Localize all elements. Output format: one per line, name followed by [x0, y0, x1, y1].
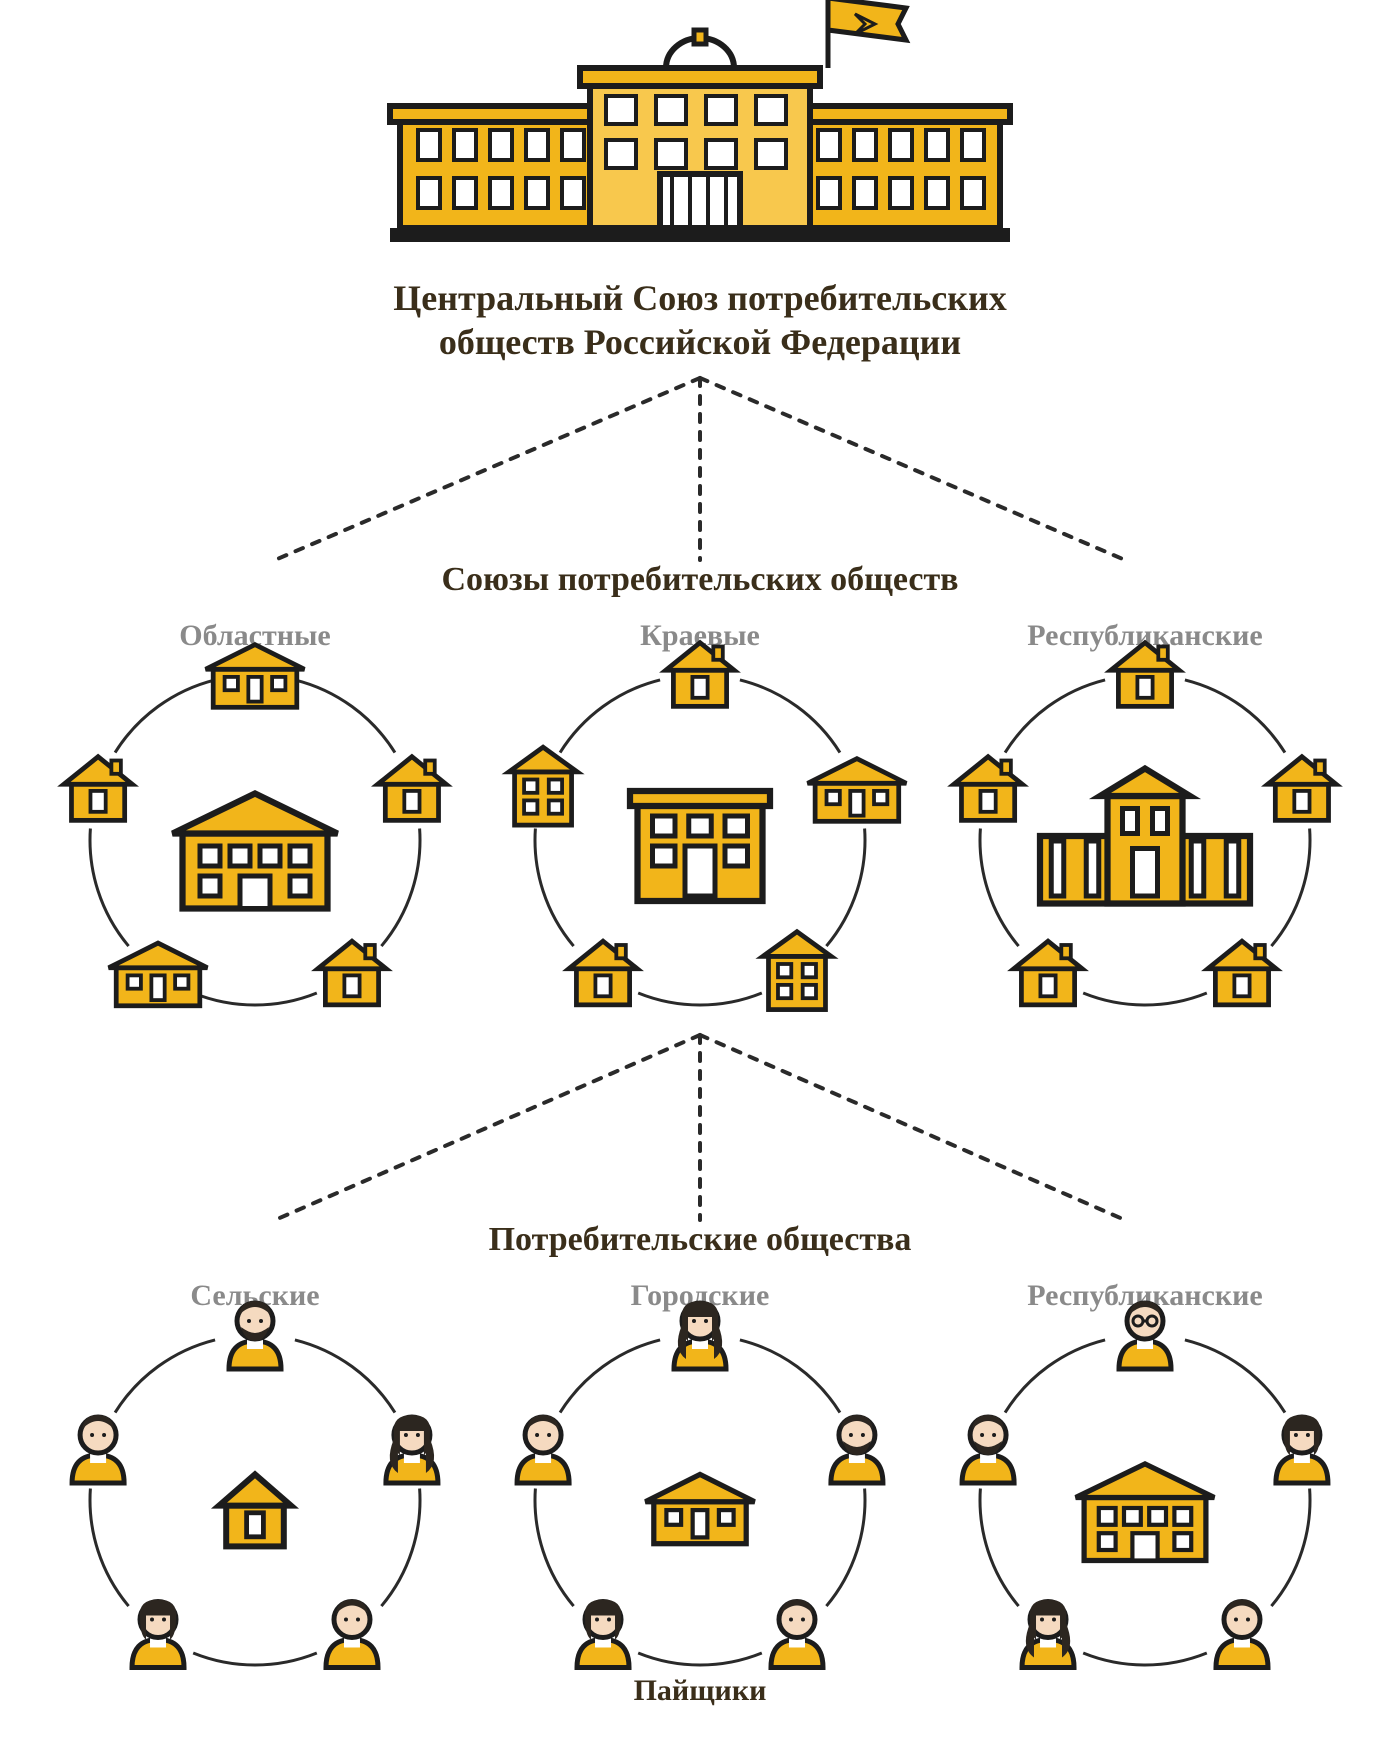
office-building-icon — [630, 791, 770, 901]
person-f_short-icon — [1276, 1415, 1328, 1483]
house-small-icon — [318, 941, 386, 1005]
person-m_plain-icon — [326, 1599, 378, 1667]
person-f_long-icon — [1022, 1599, 1074, 1667]
house-small-icon — [569, 941, 637, 1005]
person-f_short-icon — [577, 1599, 629, 1667]
person-m_beard-icon — [962, 1415, 1014, 1483]
house-wide-icon — [645, 1474, 754, 1543]
section-title-unions: Союзы потребительских обществ — [441, 561, 958, 598]
house-small-icon — [1014, 941, 1082, 1005]
house-small-icon — [954, 757, 1022, 821]
connector-lines — [275, 378, 1125, 560]
house-wide-icon — [109, 943, 208, 1006]
footer-label: Пайщики — [634, 1674, 767, 1707]
house-small-icon — [1111, 643, 1179, 707]
person-m_beard-icon — [831, 1415, 883, 1483]
person-m_plain-icon — [72, 1415, 124, 1483]
house-small-icon — [1208, 941, 1276, 1005]
house-small-icon — [378, 757, 446, 821]
main-title-line: Центральный Союз потребительских — [393, 278, 1006, 318]
house-big-icon — [1076, 1464, 1215, 1561]
house-tall-icon — [509, 747, 577, 825]
person-m_plain-icon — [771, 1599, 823, 1667]
main-title-line: обществ Российской Федерации — [439, 322, 961, 362]
house-tall-icon — [763, 932, 831, 1010]
house-small-icon — [666, 643, 734, 707]
civic-building-icon — [1040, 769, 1250, 904]
house-small-icon — [1268, 757, 1336, 821]
person-m_plain-icon — [517, 1415, 569, 1483]
connector-lines — [275, 1035, 1125, 1220]
person-f_short-icon — [132, 1599, 184, 1667]
house-tiny-icon — [219, 1474, 291, 1546]
org-structure-diagram: Центральный Союз потребительскихобществ … — [0, 0, 1400, 1746]
house-small-icon — [64, 757, 132, 821]
person-f_long-icon — [386, 1415, 438, 1483]
person-m_plain-icon — [1216, 1599, 1268, 1667]
section-title-societies: Потребительские общества — [489, 1221, 912, 1258]
federal-building-icon — [390, 0, 1010, 242]
house-big-icon — [173, 794, 338, 909]
house-wide-icon — [206, 645, 305, 708]
house-wide-icon — [808, 759, 907, 822]
